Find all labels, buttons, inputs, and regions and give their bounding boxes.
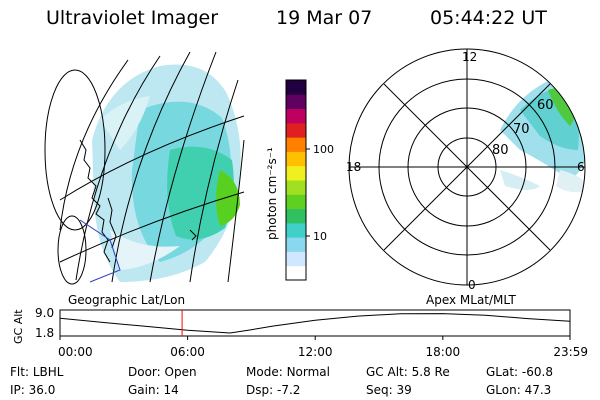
meta-gcalt-value: 5.8 Re	[411, 365, 450, 379]
colorbar-tick-label-10: 10	[313, 230, 327, 243]
colorbar-cell	[286, 165, 306, 181]
meta-ip-value: 36.0	[28, 383, 56, 397]
colorbar-tick-label-100: 100	[313, 143, 334, 156]
x-tick-label: 23:59	[553, 345, 588, 359]
meta-glon: GLon: 47.3	[486, 384, 551, 396]
terminator-line	[79, 219, 121, 283]
meta-dsp: Dsp: -7.2	[246, 384, 300, 396]
meta-glat-value: -60.8	[521, 365, 553, 379]
colorbar-cell	[286, 222, 306, 238]
clock-label-12: 12	[462, 50, 477, 64]
colorbar-cell	[286, 122, 306, 138]
colorbar-cell	[286, 194, 306, 210]
meta-gcalt: GC Alt: 5.8 Re	[366, 366, 450, 378]
geographic-caption: Geographic Lat/Lon	[68, 293, 185, 307]
clock-label-0: 0	[468, 278, 476, 292]
meta-gcalt-label: GC Alt:	[366, 365, 408, 379]
meta-flt-label: Flt:	[10, 365, 29, 379]
geographic-image	[44, 51, 245, 285]
meta-gain: Gain: 14	[128, 384, 179, 396]
meta-seq-label: Seq:	[366, 383, 393, 397]
colorbar-cell	[286, 208, 306, 224]
x-tick-label: 12:00	[298, 345, 333, 359]
coastline-outline	[79, 139, 197, 263]
meta-mode-label: Mode:	[246, 365, 283, 379]
x-tick-label: 06:00	[170, 345, 205, 359]
meta-seq: Seq: 39	[366, 384, 412, 396]
colorbar-cell	[286, 108, 306, 124]
colorbar: 100 10 photon cm⁻²s⁻¹	[265, 79, 334, 281]
timeline-frame	[59, 309, 571, 337]
meta-glon-label: GLon:	[486, 383, 521, 397]
colorbar-cell	[286, 237, 306, 252]
colorbar-cell	[286, 151, 306, 167]
meta-glon-value: 47.3	[524, 383, 552, 397]
lat-label-80: 80	[492, 143, 509, 158]
meta-seq-value: 39	[396, 383, 412, 397]
y-tick-label: 9.0	[35, 306, 54, 320]
colorbar-cell	[286, 265, 306, 281]
geographic-grid	[44, 51, 245, 285]
colorbar-cell	[286, 137, 306, 152]
colorbar-frame	[285, 79, 307, 281]
date-label: 19 Mar 07	[276, 7, 373, 29]
altitude-series-line	[59, 313, 571, 334]
y-axis-label: GC Alt	[12, 309, 25, 344]
meta-flt-value: LBHL	[32, 365, 64, 379]
meta-gain-value: 14	[163, 383, 179, 397]
apex-caption: Apex MLat/MLT	[426, 293, 516, 307]
colorbar-label: photon cm⁻²s⁻¹	[265, 147, 279, 240]
meta-dsp-value: -7.2	[276, 383, 301, 397]
meta-glat-label: GLat:	[486, 365, 519, 379]
aurora-bright-region	[167, 146, 234, 240]
meta-ip-label: IP:	[10, 383, 25, 397]
polar-grid	[348, 48, 586, 286]
colorbar-cell	[286, 251, 306, 267]
lat-label-60: 60	[537, 98, 554, 113]
meta-dsp-label: Dsp:	[246, 383, 274, 397]
lat-label-70: 70	[513, 122, 530, 137]
meta-gain-label: Gain:	[128, 383, 160, 397]
meta-mode-value: Normal	[286, 365, 330, 379]
meta-door-label: Door:	[128, 365, 161, 379]
aurora-peak-region	[216, 170, 240, 226]
time-label: 05:44:22 UT	[430, 7, 547, 29]
meta-ip: IP: 36.0	[10, 384, 55, 396]
colorbar-cell	[286, 94, 306, 110]
meta-mode: Mode: Normal	[246, 366, 330, 378]
y-tick-label: 1.8	[35, 326, 54, 340]
clock-label-6: 6	[577, 160, 585, 174]
polar-plot: 12 18 6 0 60 70 80	[346, 48, 586, 292]
clock-label-18: 18	[346, 160, 361, 174]
x-tick-label: 18:00	[426, 345, 461, 359]
x-tick-label: 00:00	[58, 345, 93, 359]
altitude-timeline: 9.0 1.8 00:00 06:00 12:00 18:00 23:59 GC Alt	[12, 306, 588, 359]
colorbar-cell	[286, 80, 306, 95]
meta-glat: GLat: -60.8	[486, 366, 553, 378]
meta-door: Door: Open	[128, 366, 197, 378]
meta-door-value: Open	[164, 365, 197, 379]
colorbar-cell	[286, 180, 306, 195]
meta-flt: Flt: LBHL	[10, 366, 63, 378]
app-title: Ultraviolet Imager	[46, 7, 219, 29]
